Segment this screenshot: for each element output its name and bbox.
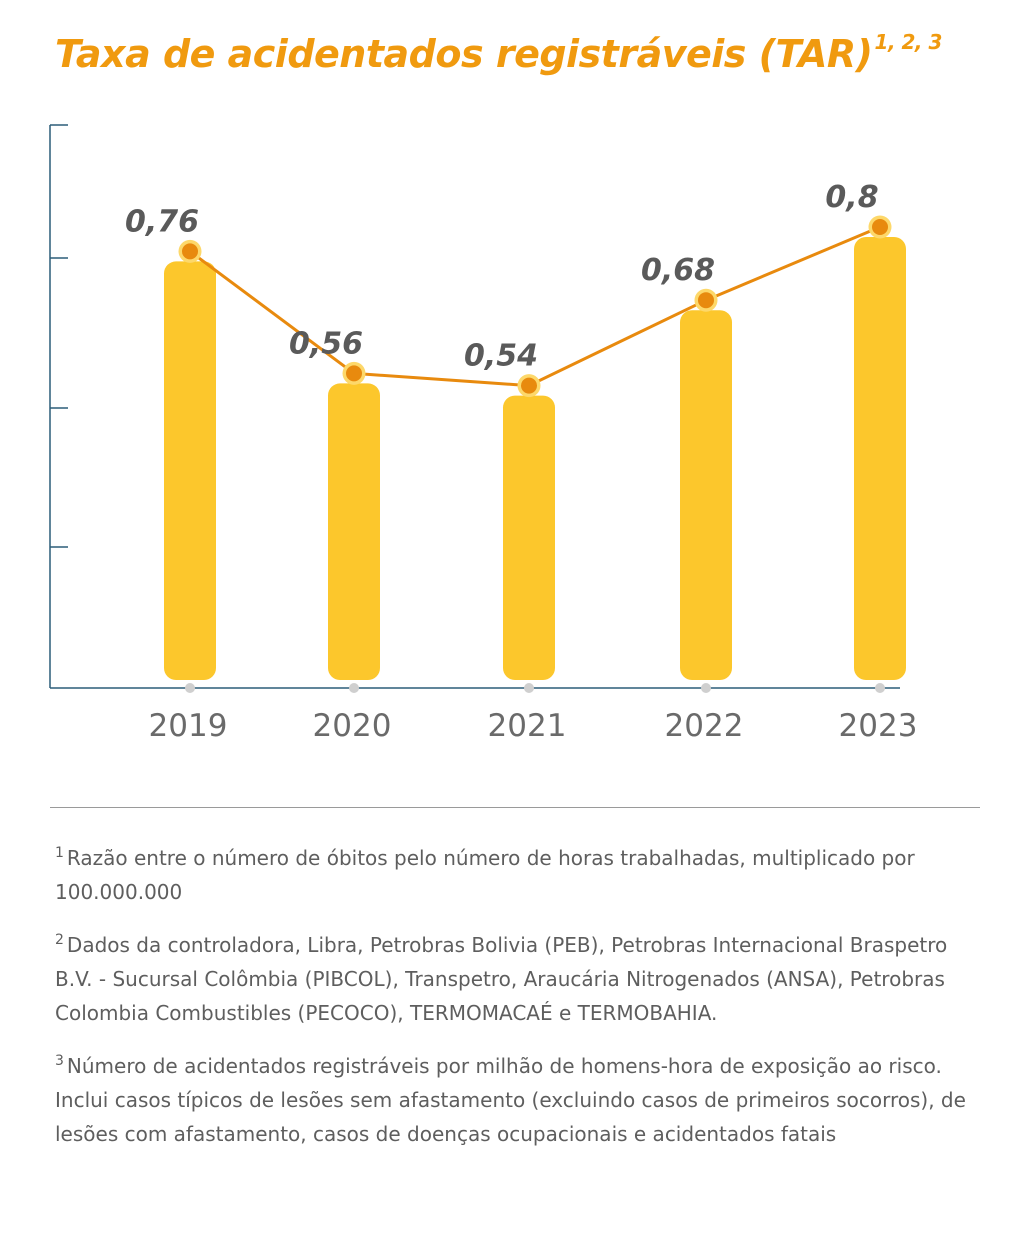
data-label: 0,54 (464, 339, 538, 374)
data-label: 0,68 (641, 253, 715, 288)
data-point (182, 243, 198, 260)
x-tick-label: 2020 (313, 708, 392, 744)
x-tick-dot (185, 683, 195, 693)
footnote-3-text: Número de acidentados registráveis por m… (55, 1054, 966, 1146)
data-label: 0,56 (289, 326, 363, 361)
bar-2022 (680, 310, 732, 680)
x-tick-dot (701, 683, 711, 693)
chart-title: Taxa de acidentados registráveis (TAR) 1,… (55, 30, 942, 76)
footnote-2-text: Dados da controladora, Libra, Petrobras … (55, 933, 948, 1025)
x-tick-dot (349, 683, 359, 693)
data-label: 0,8 (825, 180, 878, 215)
footnote-2: 2 Dados da controladora, Libra, Petrobras… (55, 923, 985, 1030)
data-point (346, 365, 362, 382)
bar-2019 (164, 261, 216, 680)
bar-2023 (854, 237, 906, 680)
chart-title-text: Taxa de acidentados registráveis (TAR) (55, 32, 873, 76)
footnote-1: 1 Razão entre o número de óbitos pelo núm… (55, 836, 985, 909)
data-point (521, 377, 537, 394)
bar-2020 (328, 383, 380, 680)
footnote-divider (50, 807, 980, 808)
x-tick-label: 2019 (149, 708, 228, 744)
bar-2021 (503, 395, 555, 680)
x-tick-dot (524, 683, 534, 693)
x-tick-label: 2021 (488, 708, 567, 744)
data-point (698, 292, 714, 309)
x-tick-label: 2023 (839, 708, 918, 744)
chart-title-superscript: 1, 2, 3 (874, 30, 943, 54)
data-label: 0,76 (125, 204, 199, 239)
footnote-1-text: Razão entre o número de óbitos pelo núme… (55, 846, 915, 904)
data-point (872, 219, 888, 235)
x-tick-label: 2022 (665, 708, 744, 744)
footnote-1-marker: 1 (55, 845, 64, 861)
footnote-3-marker: 3 (55, 1053, 64, 1069)
tar-chart: 2019 2020 2021 2022 2023 0,76 0,56 0,54 0,68 0,8 (49, 124, 918, 744)
x-tick-dot (875, 683, 885, 693)
footnote-2-marker: 2 (55, 932, 64, 948)
footnote-3: 3 Número de acidentados registráveis por … (55, 1044, 985, 1151)
footnotes: 1 Razão entre o número de óbitos pelo núm… (55, 836, 985, 1165)
